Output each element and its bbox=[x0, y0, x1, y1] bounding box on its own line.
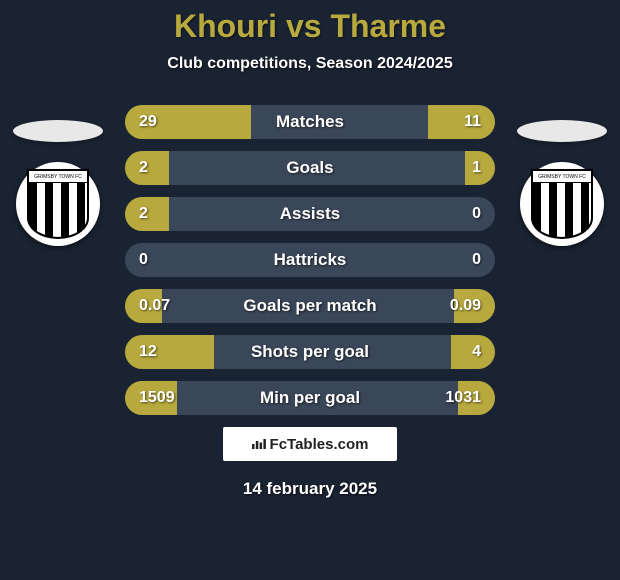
subtitle: Club competitions, Season 2024/2025 bbox=[0, 55, 620, 73]
page-title: Khouri vs Tharme bbox=[0, 0, 620, 45]
stat-value-right: 4 bbox=[472, 335, 481, 369]
player-left-badge: GRIMSBY TOWN FC bbox=[8, 110, 108, 370]
crest-text: GRIMSBY TOWN FC bbox=[531, 169, 593, 183]
stat-row: 0.07 0.09 Goals per match bbox=[125, 289, 495, 323]
player-silhouette-shadow bbox=[13, 120, 103, 142]
stat-label: Hattricks bbox=[274, 250, 347, 270]
player-silhouette-shadow bbox=[517, 120, 607, 142]
bar-right bbox=[428, 105, 495, 139]
stat-row: 2 1 Goals bbox=[125, 151, 495, 185]
stat-label: Goals per match bbox=[243, 296, 376, 316]
stat-label: Min per goal bbox=[260, 388, 360, 408]
stat-label: Assists bbox=[280, 204, 340, 224]
stat-value-left: 0 bbox=[139, 243, 148, 277]
stat-value-right: 0.09 bbox=[450, 289, 481, 323]
date-label: 14 february 2025 bbox=[0, 479, 620, 499]
stat-row: 29 11 Matches bbox=[125, 105, 495, 139]
stat-label: Shots per goal bbox=[251, 342, 369, 362]
stat-label: Matches bbox=[276, 112, 344, 132]
stat-row: 0 0 Hattricks bbox=[125, 243, 495, 277]
stat-value-left: 1509 bbox=[139, 381, 175, 415]
stat-value-right: 1031 bbox=[445, 381, 481, 415]
crest-text: GRIMSBY TOWN FC bbox=[27, 169, 89, 183]
stat-label: Goals bbox=[286, 158, 333, 178]
stat-value-left: 2 bbox=[139, 197, 148, 231]
chart-icon bbox=[252, 437, 266, 452]
stat-value-left: 29 bbox=[139, 105, 157, 139]
stat-row: 1509 1031 Min per goal bbox=[125, 381, 495, 415]
stat-value-left: 2 bbox=[139, 151, 148, 185]
team-crest-left: GRIMSBY TOWN FC bbox=[16, 162, 100, 246]
stat-value-right: 0 bbox=[472, 243, 481, 277]
brand-text: FcTables.com bbox=[270, 436, 369, 453]
stat-value-right: 1 bbox=[472, 151, 481, 185]
stats-container: 29 11 Matches 2 1 Goals 2 0 Assists 0 0 Hattricks 0.… bbox=[125, 105, 495, 415]
player-right-badge: GRIMSBY TOWN FC bbox=[512, 110, 612, 370]
stat-value-left: 12 bbox=[139, 335, 157, 369]
stat-value-right: 0 bbox=[472, 197, 481, 231]
stat-value-left: 0.07 bbox=[139, 289, 170, 323]
stat-value-right: 11 bbox=[464, 105, 481, 139]
brand-badge[interactable]: FcTables.com bbox=[223, 427, 397, 461]
team-crest-right: GRIMSBY TOWN FC bbox=[520, 162, 604, 246]
stat-row: 2 0 Assists bbox=[125, 197, 495, 231]
stat-row: 12 4 Shots per goal bbox=[125, 335, 495, 369]
